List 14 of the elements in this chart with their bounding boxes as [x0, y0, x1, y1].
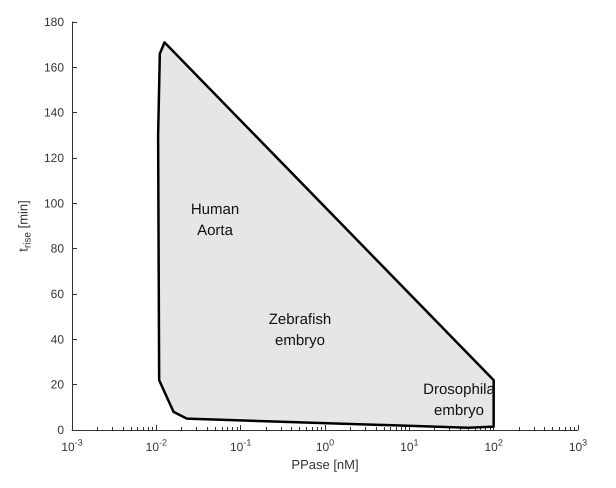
annotation: Zebrafish embryo — [268, 311, 332, 349]
y-tick-label: 80 — [50, 242, 64, 256]
y-tick-label: 0 — [57, 423, 64, 437]
y-tick-label: 140 — [44, 106, 64, 120]
y-axis-title: trise [min] — [16, 200, 34, 252]
y-tick-label: 120 — [44, 151, 64, 165]
y-tick-label: 160 — [44, 60, 64, 74]
y-tick-label: 40 — [50, 332, 64, 346]
y-tick-label: 60 — [50, 287, 64, 301]
y-tick-label: 100 — [44, 196, 64, 210]
y-tick-label: 180 — [44, 15, 64, 29]
x-axis-title: PPase [nM] — [291, 457, 359, 472]
annotation: Human Aorta — [190, 201, 240, 239]
y-tick-label: 20 — [50, 378, 64, 392]
